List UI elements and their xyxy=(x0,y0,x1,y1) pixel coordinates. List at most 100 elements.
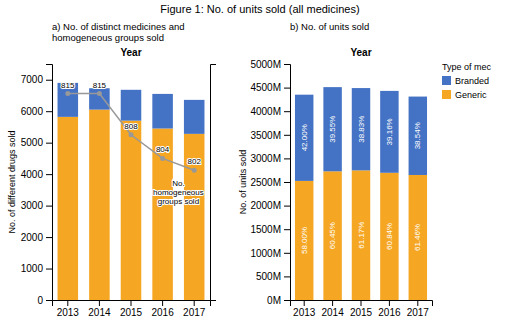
text-line: b) No. of units sold xyxy=(290,21,369,32)
tick-mark xyxy=(284,229,290,230)
x-tick: 2014 xyxy=(88,300,111,318)
annotation: No.homogeneousgroups sold xyxy=(153,179,204,206)
tick-label: 2014 xyxy=(321,307,344,318)
legend-swatch xyxy=(442,76,451,85)
y-tick: 5000 xyxy=(21,137,52,148)
segment-label: 61.46% xyxy=(413,224,422,251)
chart: 58.00%60.45%61.17%60.84%61.46%42.00%39.5… xyxy=(238,21,492,318)
bar xyxy=(380,173,398,300)
segment-label: 42.00% xyxy=(300,124,309,151)
x-tick: 2016 xyxy=(378,300,401,318)
segment-label: 61.17% xyxy=(357,222,366,249)
tick-label: 0M xyxy=(267,295,281,306)
tick-mark xyxy=(332,300,333,306)
bar xyxy=(121,121,142,300)
y-tick: 0 xyxy=(37,295,52,306)
tick-mark xyxy=(46,174,52,175)
bar xyxy=(352,170,370,300)
tick-label: 0 xyxy=(37,295,43,306)
x-tick: 2013 xyxy=(293,300,316,318)
x-tick: 2017 xyxy=(183,300,206,318)
y-tick: 2000M xyxy=(250,200,290,211)
y-tick: 1500M xyxy=(250,224,290,235)
tick-mark xyxy=(284,158,290,159)
bar xyxy=(352,88,370,170)
bar xyxy=(152,129,173,300)
y-tick: 3000 xyxy=(21,200,52,211)
tick-mark xyxy=(284,253,290,254)
text-line: groups sold xyxy=(158,197,199,206)
y-tick: 4000 xyxy=(21,169,52,180)
data-label: 804 xyxy=(156,145,170,154)
tick-mark xyxy=(417,300,418,306)
legend: Type of mecBrandedGeneric xyxy=(442,62,492,100)
x-tick: 2013 xyxy=(57,300,80,318)
tick-mark xyxy=(284,300,290,301)
tick-label: 2015 xyxy=(350,307,373,318)
tick-label: 1000M xyxy=(250,248,281,259)
x-axis: 2013 2014 2015 2016 2017 xyxy=(291,300,433,318)
plot-area xyxy=(295,87,427,300)
point xyxy=(192,168,197,173)
x-tick: 2017 xyxy=(407,300,430,318)
tick-mark xyxy=(46,143,52,144)
tick-label: 1000 xyxy=(21,263,44,274)
chart-title: b) No. of units sold xyxy=(290,21,369,32)
bar xyxy=(152,94,173,129)
tick-label: 2015 xyxy=(120,307,143,318)
tick-label: 5000 xyxy=(21,137,44,148)
y-tick: 2000 xyxy=(21,232,52,243)
tick-mark xyxy=(284,182,290,183)
tick-mark xyxy=(162,300,163,306)
tick-mark xyxy=(284,88,290,89)
y-tick: 6000 xyxy=(21,106,52,117)
figure-title: Figure 1: No. of units sold (all medicin… xyxy=(160,3,359,15)
tick-mark xyxy=(304,300,305,306)
tick-mark xyxy=(131,300,132,306)
data-label: 815 xyxy=(61,81,75,90)
tick-mark xyxy=(361,300,362,306)
tick-label: 5000M xyxy=(250,59,281,70)
tick-label: 3000M xyxy=(250,153,281,164)
y-tick: 4000M xyxy=(250,106,290,117)
bar xyxy=(295,181,313,300)
bar xyxy=(380,91,398,173)
tick-label: 3500M xyxy=(250,130,281,141)
bar xyxy=(121,90,142,121)
text-line: a) No. of distinct medicines and xyxy=(52,21,185,32)
tick-label: 2014 xyxy=(88,307,111,318)
segment-label: 60.45% xyxy=(328,222,337,249)
tick-label: 2000M xyxy=(250,200,281,211)
tick-mark xyxy=(67,300,68,306)
bar xyxy=(295,95,313,181)
tick-mark xyxy=(284,111,290,112)
x-tick: 2015 xyxy=(120,300,143,318)
tick-mark xyxy=(46,111,52,112)
tick-mark xyxy=(194,300,195,306)
legend-title: Type of mec xyxy=(442,62,492,72)
y-tick: 4500M xyxy=(250,82,290,93)
tick-label: 2017 xyxy=(407,307,430,318)
y-tick: 0M xyxy=(267,295,290,306)
tick-label: 3000 xyxy=(21,200,44,211)
segment-label: 60.84% xyxy=(385,223,394,250)
bar xyxy=(409,175,427,300)
bar xyxy=(323,87,341,171)
tick-label: 2016 xyxy=(151,307,174,318)
segment-label: 38.83% xyxy=(357,116,366,143)
tick-mark xyxy=(46,206,52,207)
bar xyxy=(323,171,341,300)
bar xyxy=(184,100,205,134)
tick-mark xyxy=(46,269,52,270)
y-tick: 1000 xyxy=(21,263,52,274)
tick-label: 1500M xyxy=(250,224,281,235)
y-axis: 01000200030004000500060007000 xyxy=(21,65,53,306)
tick-label: 4000 xyxy=(21,169,44,180)
y-axis-title: No. of units sold xyxy=(238,150,248,215)
y2-axis xyxy=(211,65,217,301)
axis-line xyxy=(284,65,291,301)
bar xyxy=(58,117,79,300)
tick-label: 4000M xyxy=(250,106,281,117)
tick-label: 2016 xyxy=(378,307,401,318)
tick-label: 500M xyxy=(256,271,281,282)
